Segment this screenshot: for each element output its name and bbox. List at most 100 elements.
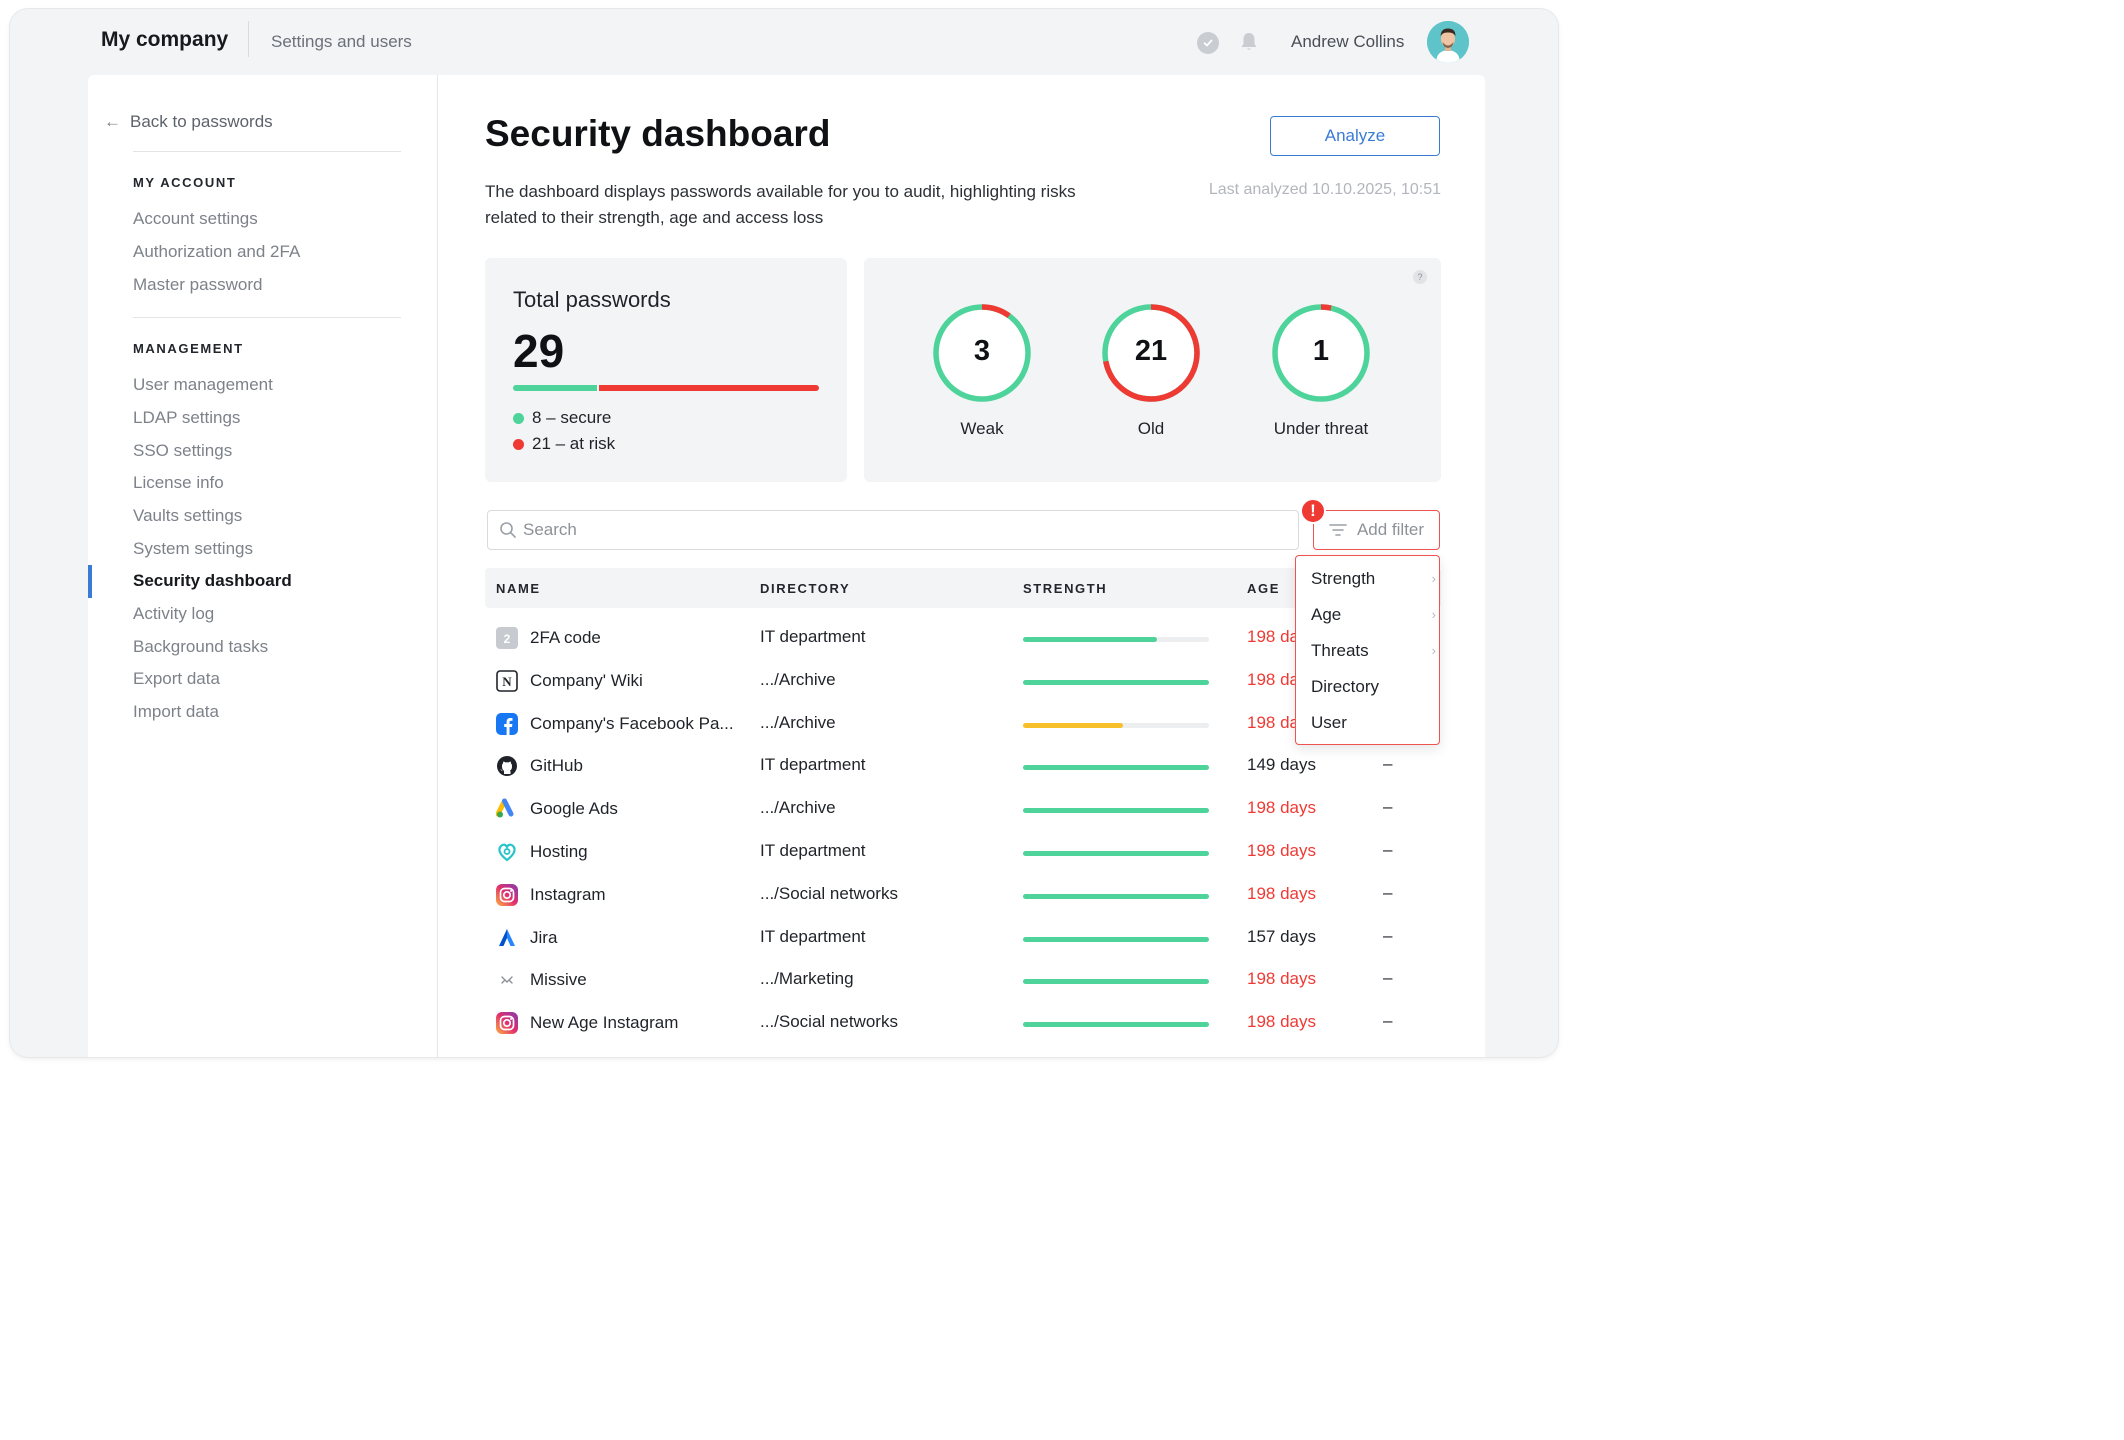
user-name[interactable]: Andrew Collins [1291,32,1405,51]
table-row[interactable]: GitHub IT department 149 days – [485,746,1441,789]
table-row[interactable]: New Age Instagram .../Social networks 198 … [485,1003,1441,1046]
row-name: Company' Wiki [530,670,643,690]
filter-option-age[interactable]: Age › [1311,605,1436,625]
add-filter-button[interactable]: Add filter [1313,510,1440,550]
filter-option-strength[interactable]: Strength › [1311,569,1436,589]
row-directory: .../Social networks [760,883,898,903]
active-indicator [88,565,92,598]
add-filter-label: Add filter [1356,520,1425,539]
filter-option-label: Threats [1311,641,1369,660]
filter-option-label: Age [1311,605,1342,624]
hosting-icon [496,841,518,863]
table-row[interactable]: N Company' Wiki .../Archive 198 days [485,661,1441,704]
row-name: Missive [530,970,587,990]
help-icon[interactable]: ? [1413,270,1427,284]
filter-option-threats[interactable]: Threats › [1311,641,1436,661]
table-row[interactable]: Company's Facebook Pa... .../Archive 198 d… [485,704,1441,747]
sidebar-item-license-info[interactable]: License info [133,473,224,492]
strength-bar-fill [1023,679,1209,685]
row-threat: – [1383,797,1393,817]
sidebar-item-activity-log[interactable]: Activity log [133,604,215,623]
sidebar-item-authorization-2fa[interactable]: Authorization and 2FA [133,242,301,261]
strength-bar [1023,679,1209,685]
row-directory: .../Archive [760,669,836,689]
notion-icon: N [496,669,518,692]
row-name: 2FA code [530,628,601,647]
google-ads-icon [496,798,518,820]
search-input[interactable] [523,520,1283,540]
ring-old[interactable]: 21 Old [1099,301,1203,439]
sidebar-item-sso-settings[interactable]: SSO settings [133,441,233,460]
ring-under-threat[interactable]: 1 Under threat [1269,301,1373,439]
search-field[interactable] [487,510,1299,550]
filter-option-directory[interactable]: Directory [1311,677,1431,697]
row-age: 149 days [1247,755,1316,775]
old-ring-chart [1102,304,1200,402]
sidebar-item-user-management[interactable]: User management [133,375,273,394]
strength-bar [1023,936,1209,942]
strength-bar [1023,765,1209,771]
table-row[interactable]: Jira IT department 157 days – [485,918,1441,961]
strength-bar [1023,979,1209,985]
row-threat: – [1383,840,1393,859]
top-divider [248,21,249,57]
column-name[interactable]: NAME [496,581,541,596]
content-panel: ← Back to passwords MY ACCOUNT Account s… [88,75,1485,1057]
sidebar-item-ldap-settings[interactable]: LDAP settings [133,408,241,427]
row-directory: .../Archive [760,798,836,818]
table-row[interactable]: Google Ads .../Archive 198 days – [485,789,1441,832]
table-row[interactable]: Instagram .../Social networks 198 days – [485,875,1441,918]
sidebar-item-master-password[interactable]: Master password [133,275,263,294]
old-label: Old [1137,419,1165,438]
sidebar-item-export-data[interactable]: Export data [133,669,220,688]
company-name[interactable]: My company [101,28,229,51]
main-content: Security dashboard Analyze The dashboard… [485,75,1441,1057]
risk-summary-card: ? 3 Weak 21 Old 1 Under threat [864,258,1441,482]
row-directory: IT department [760,926,866,946]
back-to-passwords-link[interactable]: ← Back to passwords [104,112,273,132]
risk-dot-icon [513,438,524,450]
strength-bar-fill [1023,1022,1209,1028]
top-bar: My company Settings and users Andrew Col… [10,9,1558,75]
jira-icon [496,927,518,949]
strength-bar [1023,1022,1209,1028]
row-age: 198 days [1247,883,1316,903]
column-age[interactable]: AGE [1247,581,1280,596]
legend-at-risk: 21 – at risk [513,434,615,454]
table-header: NAME DIRECTORY STRENGTH AGE [485,568,1441,608]
row-name: Hosting [530,842,588,861]
total-progress-bar [513,385,819,391]
strength-bar-fill [1023,808,1209,814]
sidebar-item-account-settings[interactable]: Account settings [133,209,258,228]
sidebar-item-background-tasks[interactable]: Background tasks [133,637,269,656]
secure-segment [513,385,598,391]
row-name: GitHub [530,756,583,776]
sidebar-item-security-dashboard[interactable]: Security dashboard [133,571,292,590]
strength-bar-fill [1023,722,1124,728]
column-strength[interactable]: STRENGTH [1023,581,1108,596]
row-threat: – [1383,925,1393,945]
at-risk-segment [599,385,819,391]
under-threat-ring-chart [1272,304,1370,402]
last-analyzed: Last analyzed 10.10.2025, 10:51 [1208,181,1441,198]
sidebar-divider [133,317,401,318]
row-directory: .../Archive [760,712,836,732]
column-directory[interactable]: DIRECTORY [760,581,851,596]
ring-weak[interactable]: 3 Weak [930,301,1034,439]
check-icon[interactable] [1197,32,1219,54]
ring-risk-arc [933,304,1031,402]
filter-option-user[interactable]: User [1311,713,1431,733]
bell-icon[interactable] [1237,30,1261,54]
filter-icon [1329,524,1347,536]
table-row[interactable]: Hosting IT department 198 days – [485,832,1441,875]
row-directory: IT department [760,755,866,775]
sidebar-item-import-data[interactable]: Import data [133,702,219,721]
legend-at-risk-label: 21 – at risk [532,434,616,453]
avatar[interactable] [1427,21,1469,63]
analyze-button[interactable]: Analyze [1270,116,1440,156]
sidebar-item-system-settings[interactable]: System settings [133,539,253,558]
table-row[interactable]: Missive .../Marketing 198 days – [485,960,1441,1003]
ring-risk-arc [1272,304,1370,402]
sidebar-item-vaults-settings[interactable]: Vaults settings [133,506,243,525]
sidebar: ← Back to passwords MY ACCOUNT Account s… [88,75,438,1057]
